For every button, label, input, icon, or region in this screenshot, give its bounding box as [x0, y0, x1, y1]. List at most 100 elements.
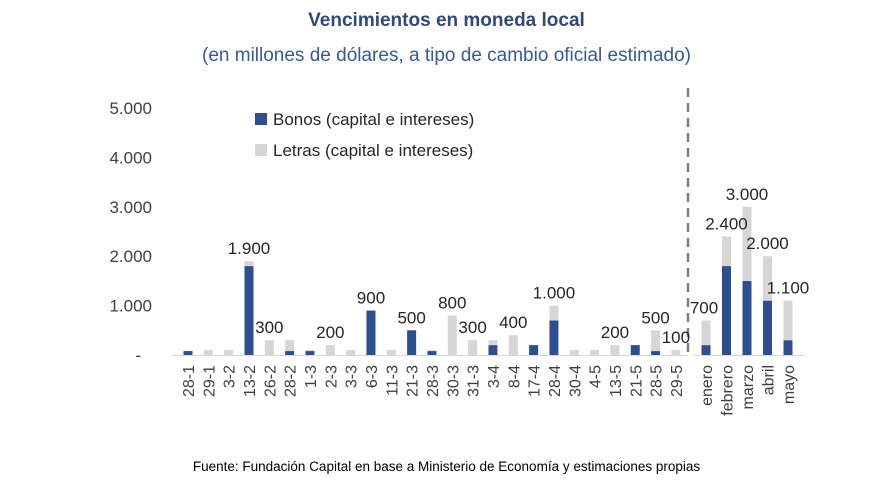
x-tick-label: 28-4: [547, 365, 564, 397]
x-tick-label: 6-3: [364, 365, 381, 388]
bar-letras: [244, 261, 254, 267]
x-tick-label: 29-1: [201, 365, 218, 397]
data-label: 500: [397, 308, 425, 327]
legend-swatch-bonos: [255, 113, 267, 125]
data-label: 400: [499, 313, 527, 332]
data-label: 1.000: [533, 284, 576, 303]
data-label: 3.000: [726, 185, 769, 204]
data-label: 2.000: [746, 234, 789, 253]
x-tick-label: enero: [699, 365, 716, 406]
x-tick-label: 30-3: [445, 365, 462, 397]
x-tick-label: 21-3: [405, 365, 422, 397]
bar-letras: [325, 345, 335, 355]
x-tick-label: 26-2: [262, 365, 279, 397]
bar-letras: [346, 350, 356, 355]
bar-letras: [386, 350, 396, 355]
x-tick-label: 17-4: [527, 365, 544, 397]
bar-letras: [549, 305, 559, 321]
data-label: 900: [357, 289, 385, 308]
bar-bonos: [366, 310, 376, 355]
x-tick-label: 3-2: [222, 365, 239, 388]
x-tick-label: 13-2: [242, 365, 259, 397]
bar-bonos: [783, 340, 793, 355]
bar-bonos: [183, 351, 193, 355]
x-tick-label: 2-3: [323, 365, 340, 388]
bar-bonos: [742, 280, 752, 355]
data-label: 300: [458, 318, 486, 337]
x-tick-label: 1-3: [303, 365, 320, 388]
x-tick-label: 30-4: [567, 365, 584, 397]
bar-bonos: [305, 351, 315, 355]
bar-letras: [742, 206, 752, 281]
bar-bonos: [722, 266, 731, 355]
bar-letras: [701, 320, 711, 346]
x-tick-label: 28-5: [649, 365, 666, 397]
data-label: 2.400: [705, 214, 748, 233]
data-label: 1.100: [767, 279, 810, 298]
legend-label-bonos: Bonos (capital e intereses): [273, 110, 474, 129]
bar-letras: [488, 340, 498, 346]
bar-letras: [569, 350, 579, 355]
bar-bonos: [285, 351, 295, 355]
bar-letras: [264, 340, 274, 355]
bar-bonos: [651, 351, 661, 355]
legend-swatch-letras: [255, 144, 267, 156]
x-tick-label: 28-1: [181, 365, 198, 397]
chart-title: Vencimientos en moneda local: [308, 10, 585, 31]
bar-bonos: [630, 345, 640, 355]
bar-letras: [224, 350, 234, 355]
x-tick-label: mayo: [781, 365, 798, 404]
source-note: Fuente: Fundación Capital en base a Mini…: [192, 459, 701, 474]
bar-letras: [285, 340, 295, 352]
x-tick-label: 4-5: [588, 365, 605, 388]
data-label: 100: [662, 328, 690, 347]
bar-letras: [722, 236, 731, 267]
bar-letras: [763, 256, 772, 301]
x-tick-label: 21-5: [628, 365, 645, 397]
bar-letras: [783, 300, 793, 341]
x-tick-label: febrero: [720, 365, 737, 416]
x-tick-label: 29-5: [669, 365, 686, 397]
bar-bonos: [701, 345, 711, 355]
bar-bonos: [407, 330, 417, 355]
bar-letras: [590, 350, 600, 355]
data-label: 800: [438, 293, 466, 312]
bar-letras: [305, 350, 315, 352]
x-tick-label: 28-2: [283, 365, 300, 397]
data-label: 500: [641, 308, 669, 327]
bar-bonos: [763, 300, 772, 355]
bar-bonos: [427, 351, 437, 355]
y-tick-label: 3.000: [109, 198, 152, 217]
x-tick-label: 28-3: [425, 365, 442, 397]
bar-bonos: [549, 320, 559, 355]
bar-letras: [468, 340, 478, 355]
bar-letras: [447, 315, 457, 355]
bar-letras: [651, 330, 661, 352]
bar-bonos: [529, 345, 539, 355]
x-tick-label: marzo: [740, 365, 757, 410]
data-label: 1.900: [228, 239, 271, 258]
data-label: 200: [601, 323, 629, 342]
bar-bonos: [244, 266, 254, 355]
x-tick-label: 3-4: [486, 365, 503, 388]
legend-label-letras: Letras (capital e intereses): [273, 141, 473, 160]
bar-letras: [610, 345, 620, 355]
x-tick-label: abril: [761, 365, 778, 395]
y-tick-label: 2.000: [109, 247, 152, 266]
x-tick-label: 11-3: [384, 365, 401, 396]
y-tick-label: 1.000: [109, 297, 152, 316]
data-label: 200: [316, 323, 344, 342]
bar-bonos: [488, 345, 498, 355]
bar-letras: [671, 350, 681, 355]
bar-letras: [427, 350, 437, 352]
x-tick-label: 3-3: [344, 365, 361, 388]
y-tick-label: 5.000: [109, 99, 152, 118]
x-tick-label: 13-5: [608, 365, 625, 397]
data-label: 300: [255, 318, 283, 337]
x-tick-label: 31-3: [466, 365, 483, 397]
bar-letras: [203, 350, 213, 355]
bar-letras: [508, 335, 518, 355]
x-tick-label: 8-4: [506, 365, 523, 388]
chart-subtitle: (en millones de dólares, a tipo de cambi…: [202, 45, 691, 66]
